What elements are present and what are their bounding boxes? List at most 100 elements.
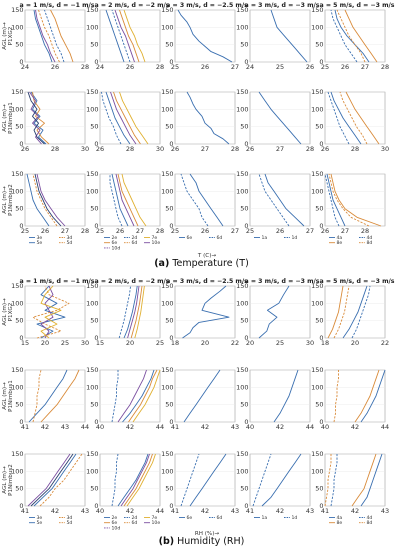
series-line	[252, 453, 272, 507]
humidity-caption-text: Humidity (RH)	[177, 536, 244, 547]
series-line	[101, 91, 122, 145]
series-line	[123, 285, 138, 339]
series-line	[111, 173, 129, 227]
row-label-device: P1Nimbus2	[8, 464, 14, 496]
x-tick-label: 42	[126, 423, 134, 431]
y-tick-label: 0	[94, 140, 98, 148]
legend-label: 2e	[112, 515, 118, 521]
plot-frame	[249, 453, 311, 507]
y-tick-label: 50	[315, 317, 323, 325]
y-tick-label: 50	[240, 317, 248, 325]
x-tick-label: 25	[61, 339, 69, 347]
series-line	[26, 173, 50, 227]
series-line	[180, 173, 209, 227]
series-line	[123, 9, 146, 63]
x-tick-label: 44	[81, 423, 89, 431]
y-tick-label: 100	[86, 299, 98, 307]
legend-label: 7e	[152, 515, 158, 521]
x-tick-label: 28	[81, 63, 89, 71]
panel-H-r3-c3: 0 50 100 150 41 42 43 6e 6d	[161, 450, 239, 521]
series-line	[32, 369, 42, 423]
series-line	[126, 453, 156, 507]
y-tick-label: 100	[161, 383, 173, 391]
series-line	[345, 91, 380, 145]
series-line	[34, 173, 62, 227]
x-tick-label: 25	[171, 227, 179, 235]
y-tick-label: 150	[11, 88, 23, 96]
column-title: a = 5 m/s, d = −3 m/s	[320, 278, 395, 285]
y-tick-label: 50	[165, 401, 173, 409]
y-tick-label: 0	[19, 58, 23, 66]
y-tick-label: 100	[236, 383, 248, 391]
legend-label: 2e	[112, 235, 118, 241]
y-tick-label: 0	[319, 58, 323, 66]
panel-T-r1-c4: 0 50 100 150 24 25 26	[236, 6, 314, 71]
row-label: AGL (m)→P1Nimbus1	[2, 102, 14, 134]
series-line	[264, 173, 305, 227]
series-line	[114, 9, 135, 63]
humidity-caption: (b) Humidity (RH)	[159, 536, 245, 547]
x-tick-label: 25	[276, 339, 284, 347]
y-tick-label: 50	[15, 317, 23, 325]
y-tick-label: 0	[94, 418, 98, 426]
series-line	[39, 453, 83, 507]
series-line	[32, 285, 70, 339]
x-tick-label: 25	[156, 339, 164, 347]
x-tick-label: 30	[81, 339, 89, 347]
series-line	[261, 453, 302, 507]
series-line	[113, 91, 141, 145]
y-tick-label: 0	[244, 58, 248, 66]
x-tick-label: 30	[306, 339, 314, 347]
legend-label: 4d	[367, 515, 373, 521]
x-tick-label: 25	[21, 227, 29, 235]
y-tick-label: 50	[15, 485, 23, 493]
y-tick-label: 100	[86, 187, 98, 195]
row-label: AGL (m)→P1Nimbus1	[2, 380, 14, 412]
y-tick-label: 100	[11, 299, 23, 307]
x-tick-label: 44	[156, 507, 164, 515]
x-tick-label: 22	[381, 339, 389, 347]
series-line	[35, 9, 56, 63]
series-line	[130, 285, 143, 339]
x-tick-label: 43	[306, 507, 314, 515]
x-tick-label: 27	[231, 63, 239, 71]
series-line	[324, 454, 332, 507]
y-tick-label: 150	[86, 88, 98, 96]
x-tick-label: 40	[96, 507, 104, 515]
x-tick-label: 20	[351, 339, 359, 347]
x-tick-label: 24	[246, 63, 254, 71]
y-tick-label: 150	[161, 282, 173, 290]
series-line	[115, 173, 135, 227]
series-line	[134, 285, 145, 339]
x-tick-label: 26	[116, 227, 124, 235]
panel-layer: a = 1 m/s, d = −1 m/s a = 2 m/s, d = −2 m…	[2, 2, 395, 537]
panel-H-r2-c4: 0 50 100 150 40 42 44	[236, 366, 314, 431]
y-tick-label: 0	[319, 140, 323, 148]
temperature-caption: (a) Temperature (T)	[154, 258, 249, 269]
y-tick-label: 150	[11, 6, 23, 14]
panel-H-r1-c4: 0 50 100 150 20 25 30	[236, 282, 314, 347]
series-line	[258, 285, 290, 339]
series-line	[27, 453, 71, 507]
panel-T-r1-c5: 0 50 100 150 25 26 27 28	[311, 6, 389, 71]
x-tick-label: 25	[96, 227, 104, 235]
series-line	[111, 370, 119, 423]
legend-label: 8d	[367, 240, 373, 246]
y-tick-label: 100	[311, 467, 323, 475]
legend-label: 6e	[112, 520, 118, 526]
x-tick-label: 20	[126, 339, 134, 347]
y-tick-label: 50	[315, 401, 323, 409]
x-tick-label: 26	[321, 145, 329, 153]
plot-frame	[324, 369, 386, 423]
panel-H-r3-c5: 0 50 100 150 41 42 43 4a 4d 8e 8d	[311, 450, 389, 526]
y-tick-label: 50	[315, 123, 323, 131]
y-tick-label: 100	[236, 187, 248, 195]
row-label-axis: AGL (m)→	[2, 186, 8, 214]
panel-H-r1-c5: 0 50 100 150 18 20 22	[311, 282, 389, 347]
panel-T-r1-c1: 0 50 100 150 24 26 28	[11, 6, 89, 71]
y-tick-label: 150	[86, 6, 98, 14]
y-tick-label: 150	[236, 6, 248, 14]
y-tick-label: 50	[240, 205, 248, 213]
series-line	[258, 173, 290, 227]
